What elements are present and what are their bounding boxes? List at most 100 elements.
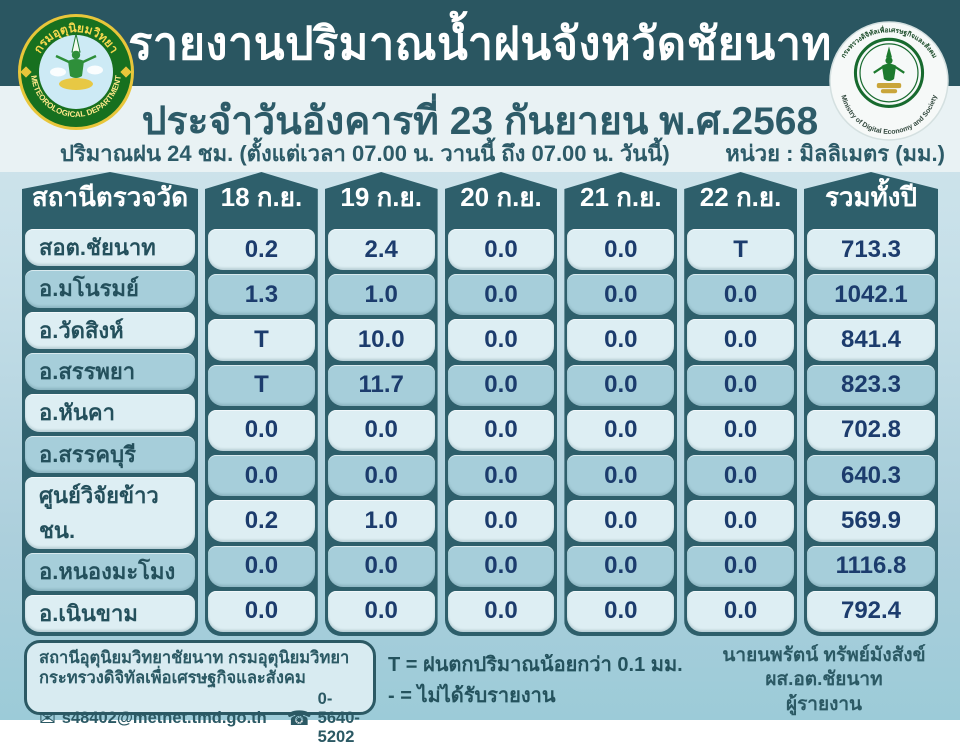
total-cell: 792.4 xyxy=(807,590,935,632)
value-cell: T xyxy=(687,229,794,271)
value-cell: 0.0 xyxy=(447,590,555,632)
value-cell: 0.0 xyxy=(567,455,675,497)
column-header-day3: 20 ก.ย. xyxy=(460,182,542,212)
ministry-line: กระทรวงดิจิทัลเพื่อเศรษฐกิจและสังคม xyxy=(39,669,306,688)
station-cell: อ.เนินขาม xyxy=(25,594,195,632)
column-header-day1: 18 ก.ย. xyxy=(220,182,303,212)
meteorological-department-logo: กรมอุตุนิยมวิทยา METEOROLOGICAL DEPARTME… xyxy=(18,14,134,130)
ministry-digital-economy-logo: กระทรวงดิจิทัลเพื่อเศรษฐกิจและสังคม Mini… xyxy=(829,21,949,141)
total-cell: 569.9 xyxy=(807,500,935,542)
value-cell: 0.0 xyxy=(447,409,555,452)
value-cell: 0.0 xyxy=(567,545,675,587)
column-header-year-total: รวมทั้งปี xyxy=(824,182,918,212)
column-header-station: สถานีตรวจวัด xyxy=(31,182,189,212)
value-cell: 0.0 xyxy=(687,500,794,542)
station-cell: อ.หันคา xyxy=(25,394,195,432)
info-row: ปริมาณฝน 24 ชม. (ตั้งแต่เวลา 07.00 น. วา… xyxy=(60,136,945,171)
table-column-day4: 21 ก.ย. 0.0 0.0 0.0 0.0 0.0 0.0 0.0 0.0 … xyxy=(564,172,678,636)
value-cell: 0.0 xyxy=(567,229,675,271)
value-cell: T xyxy=(208,364,315,406)
value-cell: 10.0 xyxy=(327,319,435,361)
value-cell: 0.0 xyxy=(447,274,555,316)
value-cell: 0.0 xyxy=(567,364,675,406)
reporter-position: ผส.อต.ชัยนาท xyxy=(765,669,883,691)
value-cell: 0.0 xyxy=(687,545,794,587)
report-date: ประจำวันอังคารที่ 23 กันยายน พ.ศ.2568 xyxy=(141,100,819,143)
contact-box: สถานีอุตุนิยมวิทยาชัยนาท กรมอุตุนิยมวิทย… xyxy=(24,640,376,746)
value-cell: 1.3 xyxy=(208,274,315,316)
column-header-day4: 21 ก.ย. xyxy=(580,182,662,212)
station-cell: ศูนย์วิจัยข้าว ชน. xyxy=(25,476,195,550)
value-cell: 0.0 xyxy=(567,274,675,316)
column-header-day2: 19 ก.ย. xyxy=(340,182,422,212)
table-column-year-total: รวมทั้งปี 713.3 1042.1 841.4 823.3 702.8… xyxy=(804,172,938,636)
table-column-day1: 18 ก.ย. 0.2 1.3 T T 0.0 0.0 0.2 0.0 0.0 xyxy=(205,172,318,636)
value-cell: 0.0 xyxy=(208,590,315,632)
station-cell: อ.วัดสิงห์ xyxy=(25,311,195,349)
legend: T = ฝนตกปริมาณน้อยกว่า 0.1 มม. - = ไม่ได… xyxy=(388,650,683,712)
station-name-line: สถานีอุตุนิยมวิทยาชัยนาท กรมอุตุนิยมวิทย… xyxy=(39,649,350,667)
value-cell: 0.0 xyxy=(687,364,794,406)
value-cell: 0.0 xyxy=(687,409,794,452)
value-cell: 0.0 xyxy=(687,590,794,632)
value-cell: 2.4 xyxy=(327,229,435,271)
legend-trace: T = ฝนตกปริมาณน้อยกว่า 0.1 มม. xyxy=(388,654,683,676)
value-cell: 0.2 xyxy=(208,500,315,542)
subheader-band: ประจำวันอังคารที่ 23 กันยายน พ.ศ.2568 ปร… xyxy=(0,86,960,172)
value-cell: 0.0 xyxy=(687,455,794,497)
table-column-day3: 20 ก.ย. 0.0 0.0 0.0 0.0 0.0 0.0 0.0 0.0 … xyxy=(444,172,558,636)
value-cell: 0.0 xyxy=(567,319,675,361)
value-cell: 0.0 xyxy=(208,545,315,587)
phone-number: 0-5640-5202 xyxy=(317,690,360,747)
station-cell: อ.มโนรมย์ xyxy=(25,270,195,308)
value-cell: 0.2 xyxy=(208,229,315,271)
value-cell: 11.7 xyxy=(327,364,435,406)
value-cell: T xyxy=(208,319,315,361)
value-cell: 0.0 xyxy=(327,455,435,497)
measurement-period: ปริมาณฝน 24 ชม. (ตั้งแต่เวลา 07.00 น. วา… xyxy=(60,141,670,166)
value-cell: 1.0 xyxy=(327,274,435,316)
total-cell: 702.8 xyxy=(807,409,935,452)
value-cell: 0.0 xyxy=(327,409,435,452)
value-cell: 0.0 xyxy=(567,409,675,452)
value-cell: 0.0 xyxy=(447,319,555,361)
total-cell: 1116.8 xyxy=(807,545,935,587)
phone-icon: ☎ xyxy=(286,707,312,730)
table-column-station: สถานีตรวจวัด สอต.ชัยนาท อ.มโนรมย์ อ.วัดส… xyxy=(22,172,198,636)
value-cell: 0.0 xyxy=(567,500,675,542)
value-cell: 0.0 xyxy=(687,274,794,316)
page-title: รายงานปริมาณน้ำฝนจังหวัดชัยนาท xyxy=(128,18,832,69)
email-icon: ✉ xyxy=(39,707,56,730)
total-cell: 713.3 xyxy=(807,229,935,271)
rainfall-table: สถานีตรวจวัด สอต.ชัยนาท อ.มโนรมย์ อ.วัดส… xyxy=(22,172,938,636)
total-cell: 1042.1 xyxy=(807,274,935,316)
value-cell: 0.0 xyxy=(687,319,794,361)
value-cell: 0.0 xyxy=(447,364,555,406)
total-cell: 640.3 xyxy=(807,455,935,497)
table-column-day2: 19 ก.ย. 2.4 1.0 10.0 11.7 0.0 0.0 1.0 0.… xyxy=(324,172,438,636)
value-cell: 0.0 xyxy=(567,590,675,632)
email-address: s48402@metnet.tmd.go.th xyxy=(61,709,267,728)
contact-details: ✉ s48402@metnet.tmd.go.th ☎ 0-5640-5202 xyxy=(39,690,361,747)
total-cell: 823.3 xyxy=(807,364,935,406)
value-cell: 0.0 xyxy=(447,455,555,497)
unit-label: หน่วย : มิลลิเมตร (มม.) xyxy=(725,141,945,166)
station-cell: อ.หนองมะโมง xyxy=(25,553,195,591)
station-cell: อ.สรรคบุรี xyxy=(25,435,195,473)
value-cell: 0.0 xyxy=(447,500,555,542)
signature-block: นายนพรัตน์ ทรัพย์มังสังข์ ผส.อต.ชัยนาท ผ… xyxy=(700,644,948,717)
value-cell: 1.0 xyxy=(327,500,435,542)
legend-no-report: - = ไม่ได้รับรายงาน xyxy=(388,685,556,707)
header-banner: รายงานปริมาณน้ำฝนจังหวัดชัยนาท xyxy=(0,0,960,86)
value-cell: 0.0 xyxy=(447,229,555,271)
total-cell: 841.4 xyxy=(807,319,935,361)
value-cell: 0.0 xyxy=(327,545,435,587)
station-cell: สอต.ชัยนาท xyxy=(25,229,195,267)
value-cell: 0.0 xyxy=(447,545,555,587)
value-cell: 0.0 xyxy=(208,455,315,497)
value-cell: 0.0 xyxy=(208,409,315,452)
column-header-day5: 22 ก.ย. xyxy=(699,182,782,212)
station-cell: อ.สรรพยา xyxy=(25,352,195,391)
reporter-role: ผู้รายงาน xyxy=(785,693,863,715)
